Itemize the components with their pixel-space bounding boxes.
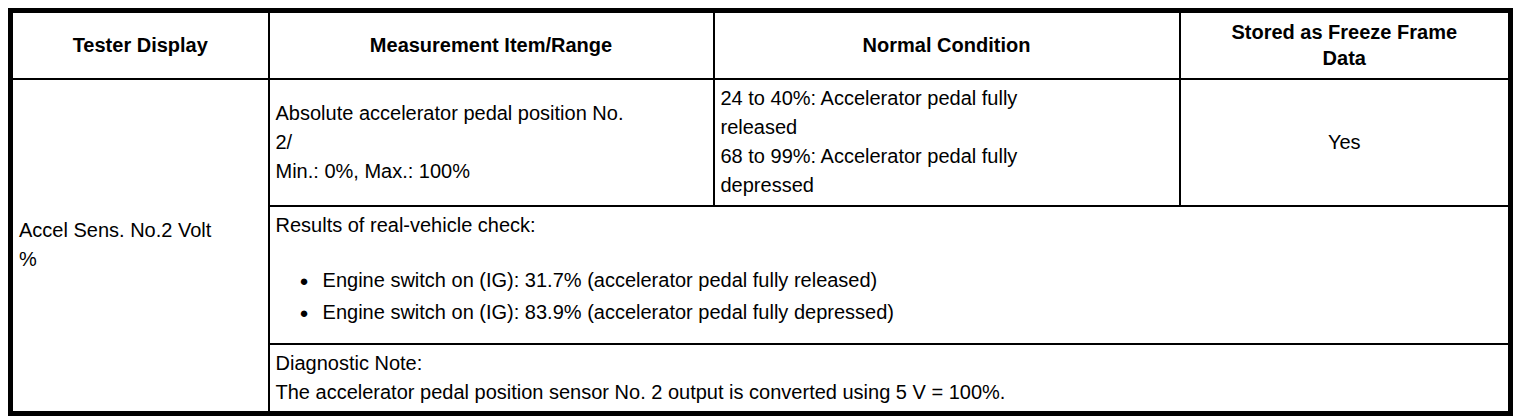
header-freeze-frame-label: Stored as Freeze Frame Data — [1219, 19, 1469, 71]
normal-condition-depressed: 68 to 99%: Accelerator pedal fully depre… — [721, 142, 1071, 200]
cell-freeze-frame: Yes — [1180, 79, 1511, 206]
normal-condition-released: 24 to 40%: Accelerator pedal fully relea… — [721, 84, 1071, 142]
sensor-spec-table: Tester Display Measurement Item/Range No… — [8, 8, 1513, 416]
header-normal-condition-label: Normal Condition — [822, 32, 1072, 58]
tester-display-value: Accel Sens. No.2 Volt % — [19, 216, 229, 274]
diagnostic-note-title: Diagnostic Note: — [276, 349, 1503, 378]
table-header-row: Tester Display Measurement Item/Range No… — [11, 11, 1511, 79]
table-row-main: Accel Sens. No.2 Volt % Absolute acceler… — [11, 79, 1511, 206]
diagnostic-note-body: The accelerator pedal position sensor No… — [276, 378, 1503, 407]
freeze-frame-value: Yes — [1187, 128, 1503, 157]
cell-diagnostic-note: Diagnostic Note: The accelerator pedal p… — [269, 344, 1511, 414]
cell-tester-display: Accel Sens. No.2 Volt % — [11, 79, 269, 414]
header-tester-display-label: Tester Display — [19, 32, 262, 58]
list-item: ● Engine switch on (IG): 83.9% (accelera… — [276, 298, 1503, 327]
header-tester-display: Tester Display — [11, 11, 269, 79]
header-normal-condition: Normal Condition — [714, 11, 1180, 79]
bullet-icon: ● — [300, 298, 309, 327]
results-title: Results of real-vehicle check: — [276, 211, 1503, 240]
cell-measurement-item-range: Absolute accelerator pedal position No. … — [269, 79, 714, 206]
measurement-range-value: Min.: 0%, Max.: 100% — [276, 157, 646, 186]
results-bullet-depressed: Engine switch on (IG): 83.9% (accelerato… — [323, 298, 894, 327]
manual-page: Tester Display Measurement Item/Range No… — [0, 0, 1520, 420]
header-measurement-label: Measurement Item/Range — [366, 32, 616, 58]
results-bullet-released: Engine switch on (IG): 31.7% (accelerato… — [323, 266, 878, 295]
list-item: ● Engine switch on (IG): 31.7% (accelera… — [276, 266, 1503, 295]
bullet-icon: ● — [300, 266, 309, 295]
cell-normal-condition: 24 to 40%: Accelerator pedal fully relea… — [714, 79, 1180, 206]
cell-results: Results of real-vehicle check: ● Engine … — [269, 206, 1511, 344]
header-freeze-frame: Stored as Freeze Frame Data — [1180, 11, 1511, 79]
measurement-item-value: Absolute accelerator pedal position No. … — [276, 99, 646, 157]
header-measurement-item-range: Measurement Item/Range — [269, 11, 714, 79]
results-bullet-list: ● Engine switch on (IG): 31.7% (accelera… — [276, 266, 1503, 327]
